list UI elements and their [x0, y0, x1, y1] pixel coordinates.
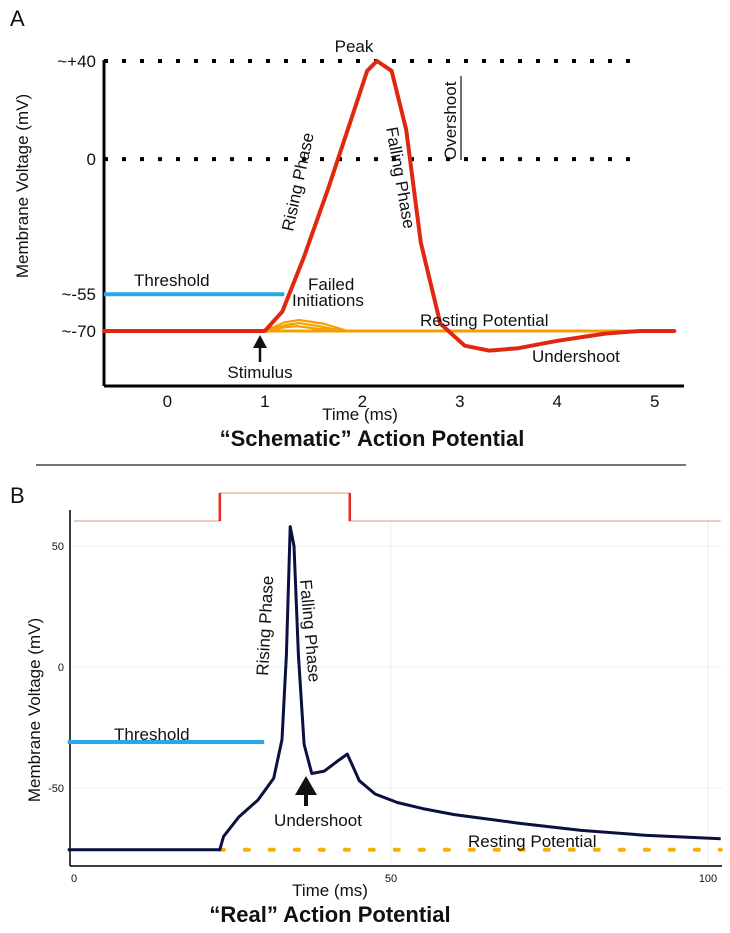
panel-a-label: A	[10, 6, 25, 31]
x-tick-label: 4	[553, 392, 562, 411]
annotation-stimulus: Stimulus	[227, 363, 292, 382]
annotation-threshold-b: Threshold	[114, 725, 190, 744]
panel-a: A Membrane Voltage (mV) ~+40 0 ~-55 ~-70 0 1…	[10, 6, 684, 451]
x-tick-label: 50	[385, 873, 397, 885]
y-tick-label: 0	[87, 150, 96, 169]
y-tick-label: 0	[58, 662, 64, 674]
y-tick-label: ~-55	[62, 285, 97, 304]
panel-a-y-axis-label: Membrane Voltage (mV)	[13, 94, 32, 278]
failed-initiation-curve-1	[264, 321, 344, 333]
failed-initiation-curve-2	[264, 324, 339, 333]
annotation-resting-potential-b: Resting Potential	[468, 832, 597, 851]
x-tick-label: 0	[71, 873, 77, 885]
annotation-resting-potential-a: Resting Potential	[420, 311, 549, 330]
real-action-potential-line	[67, 525, 721, 852]
y-tick-label: ~+40	[57, 52, 96, 71]
panel-b-y-axis-label: Membrane Voltage (mV)	[25, 618, 44, 802]
failed-initiation-curve-0	[264, 318, 349, 333]
annotation-failed: Failed	[308, 275, 354, 294]
annotation-rising-phase-b: Rising Phase	[253, 575, 277, 676]
y-tick-label: -50	[48, 783, 64, 795]
x-tick-label: 3	[455, 392, 464, 411]
annotation-overshoot: Overshoot	[441, 81, 460, 160]
panel-b: B Membrane Voltage (mV) 50 0 -50 0 50 100 Ti…	[10, 483, 723, 927]
stimulus-trace	[74, 492, 721, 522]
panel-b-label: B	[10, 483, 25, 508]
panel-b-title: “Real” Action Potential	[209, 902, 450, 927]
annotation-undershoot-b: Undershoot	[274, 811, 362, 830]
annotation-undershoot-a: Undershoot	[532, 347, 620, 366]
stimulus-arrow-icon	[253, 335, 267, 362]
y-tick-label: ~-70	[62, 322, 97, 341]
y-tick-label: 50	[52, 541, 64, 553]
action-potential-line	[102, 59, 677, 353]
annotation-threshold-a: Threshold	[134, 271, 210, 290]
annotation-rising-phase: Rising Phase	[278, 131, 317, 233]
panel-a-title: “Schematic” Action Potential	[220, 426, 525, 451]
undershoot-arrow-icon	[295, 776, 317, 806]
x-tick-label: 1	[260, 392, 269, 411]
x-tick-label: 5	[650, 392, 659, 411]
annotation-initiations: Initiations	[292, 291, 364, 310]
x-tick-label: 2	[358, 392, 367, 411]
panel-a-x-axis-label: Time (ms)	[322, 405, 398, 424]
x-tick-label: 100	[699, 873, 717, 885]
annotation-peak: Peak	[335, 37, 374, 56]
panel-b-x-axis-label: Time (ms)	[292, 881, 368, 900]
x-tick-label: 0	[163, 392, 172, 411]
